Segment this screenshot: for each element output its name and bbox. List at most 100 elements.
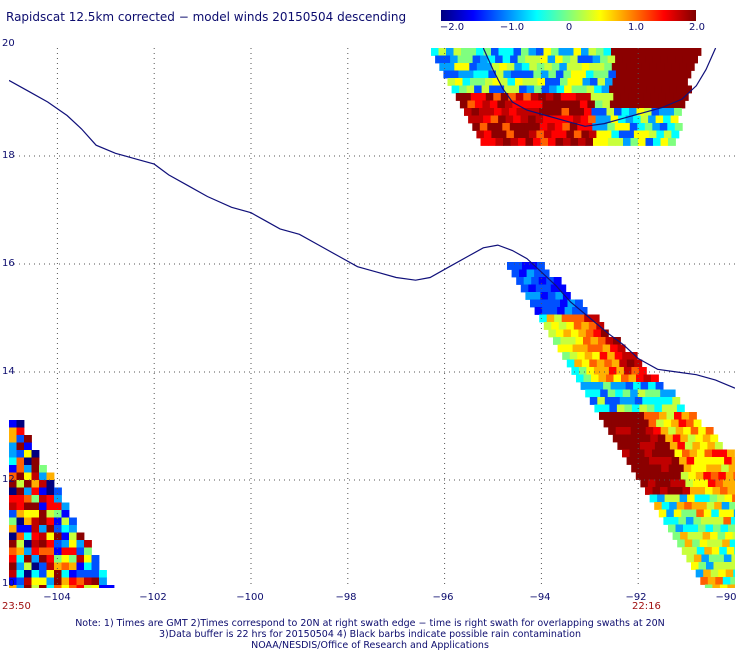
wind-cell [596, 116, 604, 124]
wind-cell [24, 503, 32, 511]
wind-cell [455, 78, 463, 86]
wind-cell [655, 480, 663, 488]
wind-cell [509, 108, 517, 116]
wind-cell [620, 397, 628, 405]
wind-cell [664, 63, 672, 71]
wind-cell [435, 56, 443, 64]
wind-cell [713, 487, 721, 495]
wind-cell [548, 330, 556, 338]
wind-cell [576, 93, 584, 101]
wind-cell [541, 138, 549, 146]
wind-cell [626, 48, 634, 56]
wind-cell [657, 495, 665, 503]
wind-cell [54, 570, 62, 578]
wind-cell [694, 555, 702, 563]
wind-cell [473, 71, 481, 79]
wind-cell [644, 412, 652, 420]
wind-cell [559, 131, 567, 139]
wind-cell [704, 510, 712, 518]
wind-cell [502, 108, 510, 116]
wind-cell [530, 262, 538, 270]
wind-cell [733, 532, 735, 540]
wind-cell [580, 345, 588, 353]
wind-cell [640, 480, 648, 488]
wind-cell [17, 555, 25, 563]
wind-cell [39, 578, 47, 586]
wind-cell [720, 487, 728, 495]
map-title: Rapidscat 12.5km corrected − model winds… [6, 10, 406, 24]
wind-cell [626, 131, 634, 139]
wind-cell [493, 93, 501, 101]
wind-cell [9, 450, 17, 458]
wind-cell [617, 405, 625, 413]
wind-cell [706, 465, 714, 473]
wind-cell [658, 93, 666, 101]
wind-cell [556, 71, 564, 79]
wind-cell [688, 472, 696, 480]
wind-cell [539, 277, 547, 285]
wind-cell [519, 86, 527, 94]
wind-cell [467, 86, 475, 94]
wind-cell [530, 300, 538, 308]
wind-cell [690, 487, 698, 495]
wind-cell [570, 56, 578, 64]
wind-cell [553, 337, 561, 345]
wind-cell [662, 502, 670, 510]
wind-cell [664, 420, 672, 428]
lat-label: 14 [2, 366, 15, 377]
wind-cell [613, 435, 621, 443]
wind-cell [562, 315, 570, 323]
wind-cell [547, 315, 555, 323]
wind-cell [679, 457, 687, 465]
wind-cell [690, 450, 698, 458]
wind-cell [483, 116, 491, 124]
wind-cell [9, 525, 17, 533]
wind-cell [653, 390, 661, 398]
wind-cell [613, 78, 621, 86]
wind-cell [600, 56, 608, 64]
wind-cell [24, 555, 32, 563]
wind-cell [491, 116, 499, 124]
wind-cell [574, 360, 582, 368]
wind-cell [47, 495, 55, 503]
wind-cell [590, 397, 598, 405]
wind-cell [9, 488, 17, 496]
wind-cell [469, 48, 477, 56]
wind-cell [613, 93, 621, 101]
wind-cell [609, 86, 617, 94]
wind-cell [460, 101, 468, 109]
wind-cell [585, 123, 593, 131]
wind-cell [703, 472, 711, 480]
wind-cell [709, 457, 717, 465]
wind-cell [720, 585, 728, 589]
wind-cell [730, 577, 735, 585]
wind-cell [584, 375, 592, 383]
wind-cell [651, 375, 659, 383]
wind-cell [69, 533, 77, 541]
wind-cell [562, 123, 570, 131]
wind-cell [476, 48, 484, 56]
wind-cell [486, 93, 494, 101]
wind-cell [62, 503, 70, 511]
wind-cell [654, 465, 662, 473]
wind-cell [589, 360, 597, 368]
swath-time-left: 23:50 [2, 601, 31, 612]
wind-cell [716, 555, 724, 563]
wind-cell [494, 108, 502, 116]
wind-cell [623, 71, 631, 79]
lon-label: −102 [139, 592, 166, 603]
wind-cell [543, 285, 551, 293]
wind-cell [17, 540, 25, 548]
wind-cell [622, 352, 630, 360]
wind-cell [623, 56, 631, 64]
wind-cell [47, 563, 55, 571]
wind-cell [640, 101, 648, 109]
wind-cell [24, 578, 32, 586]
wind-cell [47, 533, 55, 541]
wind-cell [665, 78, 673, 86]
wind-cell [548, 56, 556, 64]
wind-cell [594, 86, 602, 94]
wind-cell [529, 48, 537, 56]
wind-cell [683, 71, 691, 79]
wind-cell [614, 375, 622, 383]
